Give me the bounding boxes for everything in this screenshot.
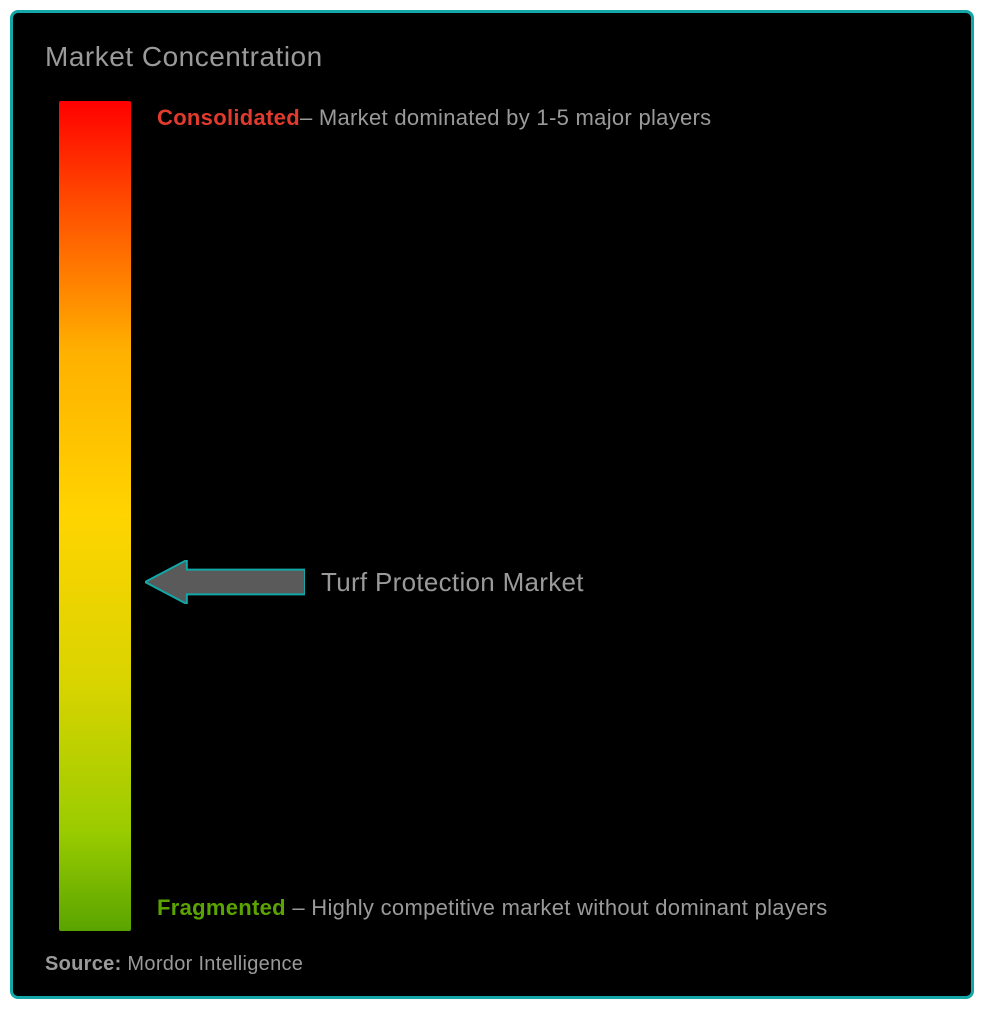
concentration-gradient-bar (59, 101, 131, 931)
arrow-shape (145, 560, 305, 604)
source-attribution: Source: Mordor Intelligence (45, 953, 303, 976)
scale-area: Consolidated– Market dominated by 1-5 ma… (45, 101, 939, 931)
consolidated-description: – Market dominated by 1-5 major players (300, 105, 712, 130)
infographic-card: Market Concentration Consolidated– Marke… (10, 10, 974, 999)
market-name: Turf Protection Market (321, 567, 584, 598)
source-value: Mordor Intelligence (122, 953, 304, 975)
market-marker: Turf Protection Market (145, 560, 584, 604)
fragmented-term: Fragmented (157, 895, 286, 920)
fragmented-description: – Highly competitive market without domi… (286, 895, 828, 920)
consolidated-label: Consolidated– Market dominated by 1-5 ma… (157, 105, 711, 131)
chart-title: Market Concentration (45, 41, 939, 73)
consolidated-term: Consolidated (157, 105, 300, 130)
arrow-left-icon (145, 560, 305, 604)
fragmented-label: Fragmented – Highly competitive market w… (157, 895, 828, 921)
source-label: Source: (45, 953, 122, 975)
